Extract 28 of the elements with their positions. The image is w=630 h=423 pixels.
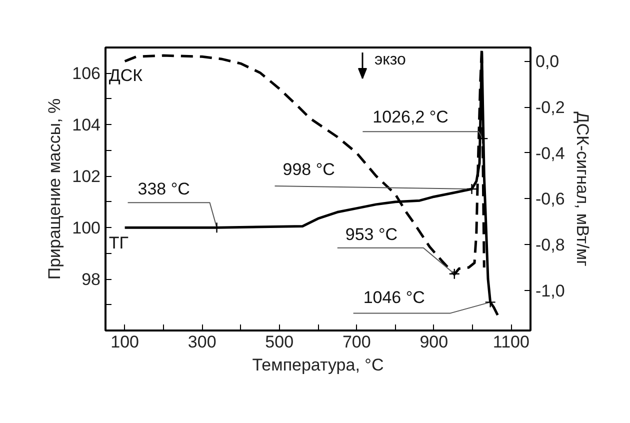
annotation: 953 °C [345,224,398,244]
y-tick-label: 104 [72,116,101,135]
y-tick-label: 98 [82,270,101,290]
annotation: 338 °C [138,180,190,199]
y2-tick-label: -0,2 [536,98,565,118]
annotation: 1046 °C [363,288,425,308]
y2-tick-label: -1,0 [536,281,565,300]
y2-tick-label: -0,4 [536,144,565,163]
y-tick-label: 102 [72,167,101,186]
y2-tick-label: 0,0 [536,52,560,72]
y-tick-label: 106 [72,64,101,84]
x-tick-label: 1100 [492,332,530,352]
y2-tick-label: -0,8 [536,236,565,255]
legend-label: ДСК [108,66,143,86]
y-tick-label: 100 [72,218,101,238]
legend-label: ТГ [108,234,128,253]
x-tick-label: 500 [265,332,294,352]
annotation: экзо [374,52,406,68]
y2-axis-title: ДСК-сигнал, мВт/мг [572,112,592,266]
annotation: 1026,2 °C [372,108,448,127]
x-tick-label: 900 [420,332,448,352]
x-tick-label: 300 [188,332,216,352]
x-axis-title: Температура, °C [252,356,384,374]
y2-tick-label: -0,6 [536,190,565,209]
annotation: 998 °C [282,160,335,179]
x-tick-label: 700 [342,332,371,352]
y-axis-title: Приращение массы, % [45,98,64,280]
x-tick-label: 100 [110,332,140,352]
